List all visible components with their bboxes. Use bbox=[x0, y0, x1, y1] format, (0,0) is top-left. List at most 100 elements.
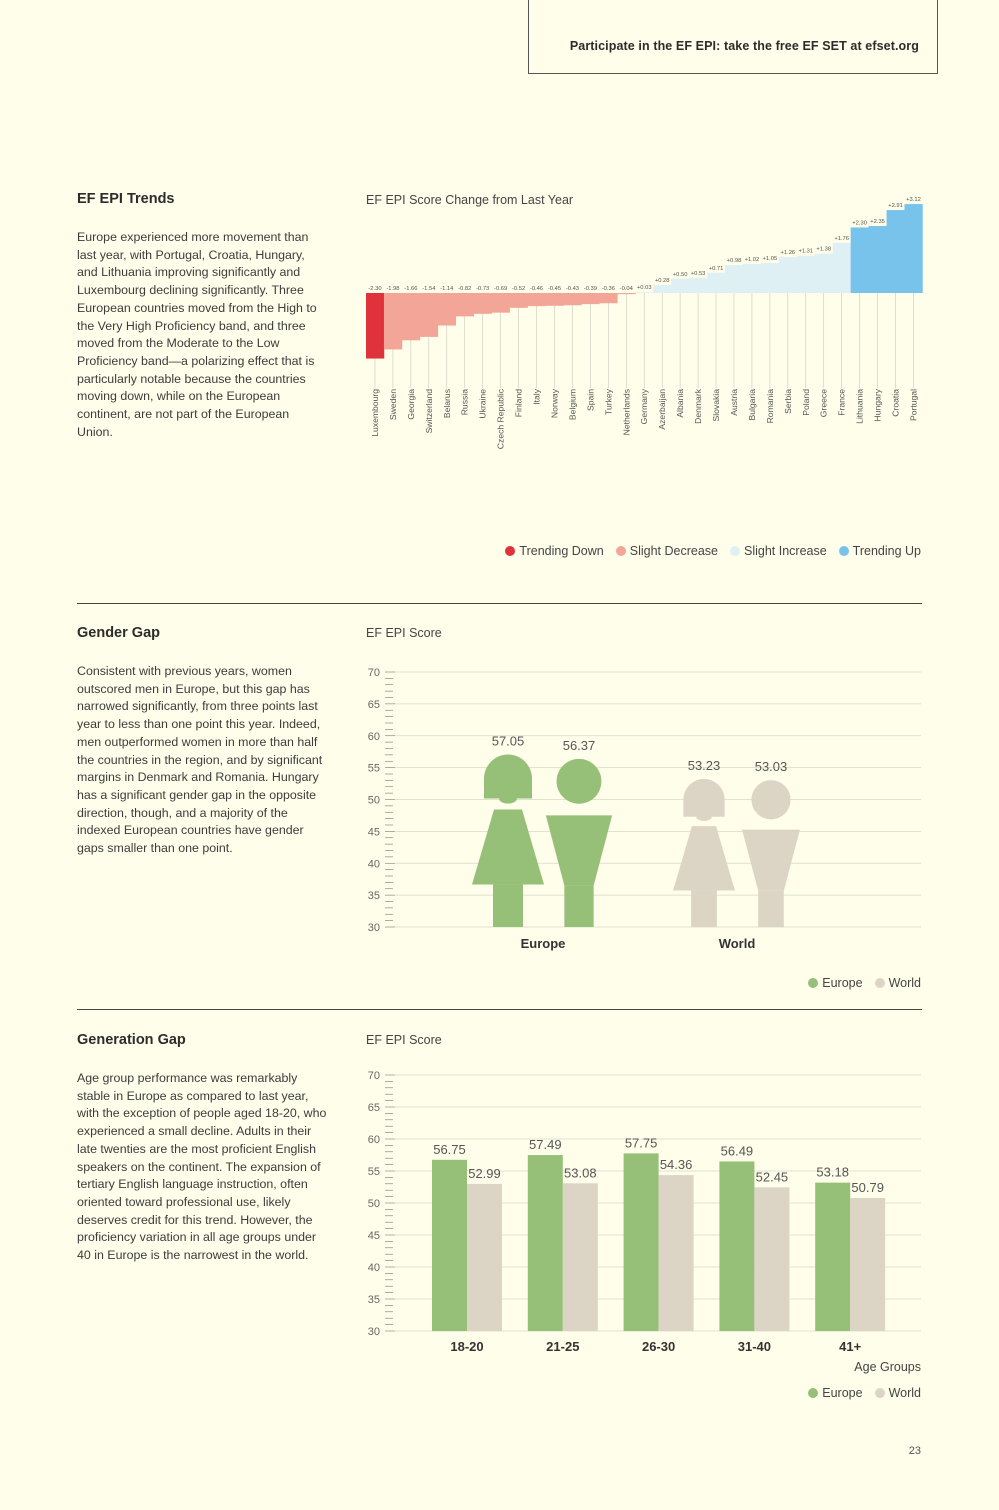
y-tick-label: 35 bbox=[368, 890, 380, 902]
bar-georgia bbox=[401, 293, 421, 341]
value-label: 50.79 bbox=[851, 1180, 884, 1195]
value-label: +2.35 bbox=[870, 219, 885, 225]
value-label: 57.49 bbox=[529, 1137, 562, 1152]
head-shape bbox=[484, 754, 532, 804]
promo-box: Participate in the EF EPI: take the free… bbox=[528, 0, 938, 74]
country-label: Portugal bbox=[908, 389, 918, 421]
category-label: 21-25 bbox=[546, 1339, 579, 1354]
country-label: Italy bbox=[532, 388, 542, 404]
legend-item-world: World bbox=[874, 976, 921, 990]
gender-title: Gender Gap bbox=[77, 625, 160, 641]
world-dot-icon bbox=[874, 1388, 885, 1398]
torso-shape bbox=[545, 815, 613, 886]
value-label: +0.53 bbox=[691, 271, 706, 277]
country-label: Lithuania bbox=[855, 389, 865, 424]
trends-legend: Trending Down Slight Decrease Slight Inc… bbox=[505, 544, 921, 558]
bar-world-26-30 bbox=[658, 1175, 694, 1331]
slight-increase-dot-icon bbox=[729, 546, 740, 556]
generation-title: Generation Gap bbox=[77, 1032, 186, 1048]
country-label: Greece bbox=[819, 389, 829, 417]
category-label: Europe bbox=[521, 936, 566, 951]
legend-label: Trending Up bbox=[852, 544, 921, 558]
country-label: Finland bbox=[514, 389, 524, 417]
value-label: +3.12 bbox=[906, 197, 921, 203]
country-label: Azerbaijan bbox=[657, 389, 667, 430]
bar-europe-41+ bbox=[815, 1182, 851, 1331]
trending-up-dot-icon bbox=[838, 546, 849, 556]
bar-serbia bbox=[778, 257, 798, 293]
country-label: Spain bbox=[585, 389, 595, 411]
value-label: 57.75 bbox=[625, 1135, 658, 1150]
bar-albania bbox=[671, 278, 690, 293]
bar-bulgaria bbox=[742, 263, 762, 293]
bar-italy bbox=[527, 293, 546, 307]
legs-shape bbox=[691, 890, 717, 927]
section-divider bbox=[77, 603, 922, 604]
value-label: -1.54 bbox=[422, 286, 436, 292]
head-shape bbox=[683, 778, 725, 821]
category-label: 41+ bbox=[839, 1339, 861, 1354]
value-label: +2.30 bbox=[852, 220, 867, 226]
legs-shape bbox=[758, 890, 784, 927]
value-label: 54.36 bbox=[660, 1157, 693, 1172]
y-tick-label: 35 bbox=[368, 1294, 380, 1306]
bar-france bbox=[832, 242, 851, 293]
value-label: -1.98 bbox=[386, 286, 399, 292]
country-label: Russia bbox=[460, 389, 470, 415]
bar-belgium bbox=[563, 293, 582, 306]
female-pictogram bbox=[673, 778, 735, 927]
value-label: -0.45 bbox=[548, 286, 561, 292]
bar-austria bbox=[725, 265, 744, 293]
value-label: -0.39 bbox=[584, 286, 597, 292]
generation-body: Age group performance was remarkably sta… bbox=[77, 1071, 327, 1263]
legend-item-trending-up: Trending Up bbox=[838, 544, 921, 558]
legs-shape bbox=[493, 884, 523, 927]
bar-azerbaijan bbox=[653, 285, 672, 293]
value-label: -0.36 bbox=[602, 286, 615, 292]
value-label: 53.23 bbox=[688, 758, 721, 773]
country-label: Croatia bbox=[891, 389, 901, 417]
legend-label: Europe bbox=[822, 1386, 863, 1400]
bar-spain bbox=[581, 293, 600, 305]
country-label: Austria bbox=[729, 389, 739, 416]
bar-croatia bbox=[886, 210, 905, 293]
y-tick-label: 65 bbox=[368, 1102, 380, 1114]
male-pictogram bbox=[742, 780, 800, 927]
country-label: Luxembourg bbox=[370, 389, 380, 437]
bar-europe-26-30 bbox=[623, 1153, 659, 1331]
legend-label: Trending Down bbox=[519, 544, 604, 558]
trends-body: Europe experienced more movement than la… bbox=[77, 230, 317, 439]
value-label: +0.28 bbox=[655, 278, 670, 284]
value-label: -0.04 bbox=[620, 286, 634, 292]
bar-slovakia bbox=[707, 272, 726, 293]
bar-world-21-25 bbox=[562, 1183, 598, 1331]
head-shape bbox=[751, 780, 791, 820]
legend-item-slight-increase: Slight Increase bbox=[729, 544, 827, 558]
generation-chart-label: EF EPI Score bbox=[366, 1033, 442, 1047]
x-axis-label: Age Groups bbox=[854, 1360, 921, 1374]
value-label: +0.71 bbox=[709, 266, 724, 272]
value-label: 57.05 bbox=[492, 734, 525, 749]
bar-netherlands bbox=[617, 293, 636, 295]
world-dot-icon bbox=[874, 978, 885, 988]
promo-text: Participate in the EF EPI: take the free… bbox=[569, 39, 919, 53]
value-label: 52.45 bbox=[756, 1169, 789, 1184]
y-tick-label: 55 bbox=[368, 763, 380, 775]
bar-sweden bbox=[383, 293, 403, 350]
y-tick-label: 70 bbox=[368, 1070, 380, 1082]
value-label: +1.31 bbox=[798, 249, 813, 255]
country-label: Hungary bbox=[873, 388, 883, 421]
bar-greece bbox=[814, 253, 833, 293]
value-label: -1.14 bbox=[440, 286, 454, 292]
country-label: Denmark bbox=[693, 388, 703, 424]
value-label: -0.46 bbox=[530, 286, 543, 292]
gender-legend: Europe World bbox=[808, 976, 921, 990]
value-label: -0.52 bbox=[512, 286, 525, 292]
y-tick-label: 60 bbox=[368, 731, 380, 743]
trends-chart-label: EF EPI Score Change from Last Year bbox=[366, 193, 574, 207]
country-label: Bulgaria bbox=[747, 389, 757, 421]
value-label: 56.75 bbox=[433, 1142, 466, 1157]
value-label: 52.99 bbox=[468, 1166, 501, 1181]
country-label: Czech Republic bbox=[496, 388, 506, 449]
legs-shape bbox=[564, 885, 594, 927]
